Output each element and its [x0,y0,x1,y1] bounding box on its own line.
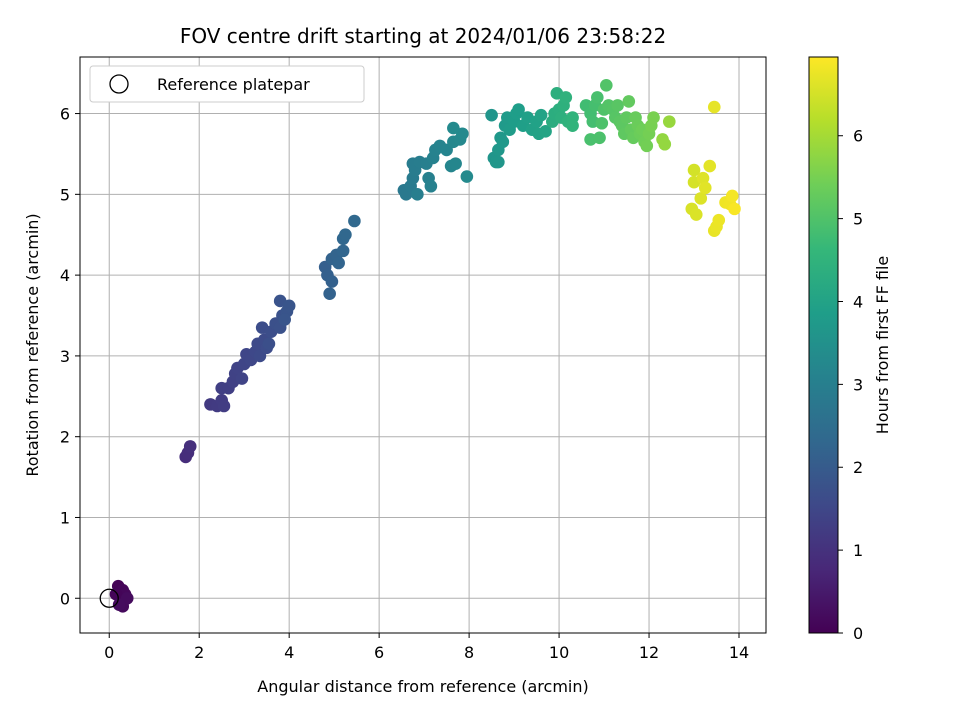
data-point [595,116,609,130]
x-tick-label: 6 [374,643,384,662]
reference-platepar-marker [99,588,119,608]
data-point [539,125,552,138]
x-tick-label: 0 [104,643,114,662]
y-axis-label: Rotation from reference (arcmin) [23,213,42,476]
colorbar [808,56,839,634]
data-point [262,337,276,351]
colorbar-tick-label: 5 [853,210,863,229]
legend: Reference platepar [89,65,365,103]
data-point [109,587,123,601]
data-point [534,108,548,122]
data-point [620,111,633,124]
data-point [460,170,474,183]
data-point [707,100,721,114]
data-point [728,202,741,216]
y-tick-label: 3 [60,347,70,366]
data-point [332,256,345,270]
data-point [611,99,624,112]
x-tick-label: 2 [194,643,204,662]
data-point [687,163,701,177]
data-point [694,192,708,205]
data-point [591,91,604,104]
data-point [183,440,197,453]
x-axis-ticks: 0 2 4 6 8 10 12 14 [104,633,749,662]
data-point [698,181,712,195]
colorbar-tick-label: 4 [853,292,863,311]
x-tick-label: 12 [639,643,659,662]
data-point [640,139,654,153]
y-tick-label: 5 [60,185,70,204]
legend-open-circle-icon [109,74,129,94]
data-point [658,137,672,151]
data-point [647,111,660,124]
data-point [217,399,231,413]
x-tick-label: 4 [284,643,294,662]
x-tick-label: 14 [729,643,749,662]
colorbar-tick-label: 1 [853,541,863,560]
data-point [339,228,352,242]
data-point [447,121,460,135]
data-point [325,275,339,288]
data-point [336,244,350,258]
data-point [696,171,710,185]
x-tick-label: 8 [464,643,474,662]
data-point [424,179,438,193]
colorbar-tick-label: 3 [853,375,863,394]
data-point [485,108,498,122]
legend-entry-label: Reference platepar [157,75,310,94]
y-tick-label: 2 [60,428,70,447]
y-axis-ticks: 0 1 2 3 4 5 6 [60,105,80,608]
data-point [662,115,676,128]
chart-title: FOV centre drift starting at 2024/01/06 … [180,24,666,48]
x-axis-label: Angular distance from reference (arcmin) [257,677,588,696]
data-point [282,299,296,313]
data-point [600,78,613,92]
y-tick-label: 1 [60,508,70,527]
colorbar-tick-label: 2 [853,458,863,477]
data-point [725,189,739,203]
data-point [559,91,573,104]
colorbar-tick-label: 0 [853,624,863,643]
data-point [496,135,510,149]
y-tick-label: 6 [60,105,70,124]
data-point [235,372,249,385]
data-point [703,159,717,173]
colorbar-label: Hours from first FF file [873,256,892,435]
data-point [411,188,424,201]
scatter-points [109,78,741,613]
y-tick-label: 4 [60,266,70,285]
data-point [512,103,525,116]
data-point [492,155,505,169]
colorbar-ticks: 0 1 2 3 4 5 6 [838,127,863,643]
data-point [348,214,361,228]
plot-frame [79,56,767,634]
y-tick-label: 0 [60,589,70,608]
data-point [622,95,636,108]
data-point [112,598,126,612]
colorbar-tick-label: 6 [853,127,863,146]
data-point [278,313,291,326]
data-point [323,287,336,301]
data-point [689,208,703,221]
data-point [593,131,606,145]
data-point [449,157,462,170]
data-point [566,119,579,132]
data-point [456,127,469,141]
legend-box [89,65,365,103]
x-tick-label: 10 [549,643,569,662]
data-point [712,213,726,227]
